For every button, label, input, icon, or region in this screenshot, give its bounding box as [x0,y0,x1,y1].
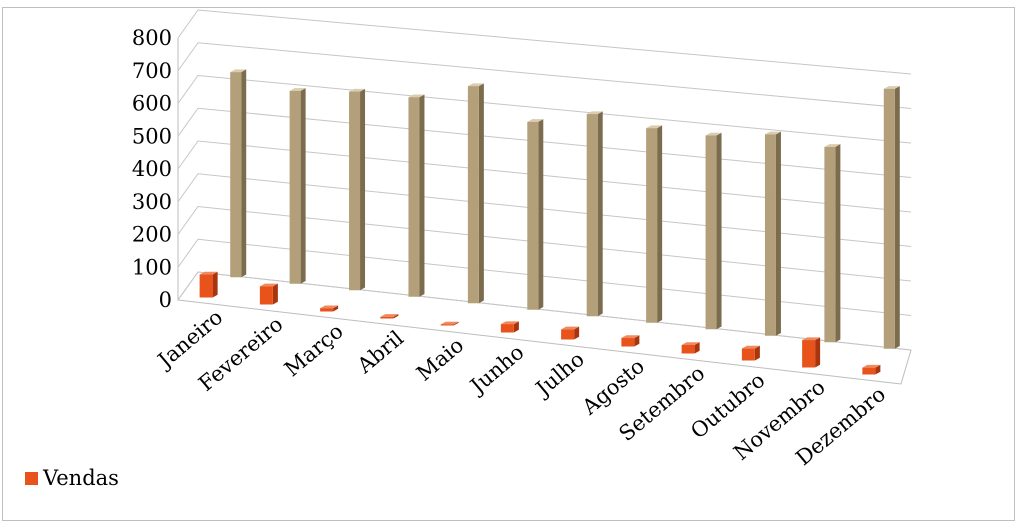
y-tick-label: 100 [132,255,172,279]
gridline [177,173,912,247]
bar-vendas [440,321,459,326]
y-tick-label: 300 [132,190,172,214]
bar-series-2 [527,119,544,310]
legend-swatch-vendas [25,471,38,485]
chart-walls [177,38,912,385]
category-label: Julho [530,347,589,402]
bar-series-2 [883,86,900,349]
category-label: Março [280,319,348,381]
bar-series-2 [586,111,603,317]
bar-vendas [500,321,519,333]
chart-frame: 0 100 200 300 400 500 600 700 800 Janeiro Feverei… [2,7,1015,521]
bar-series-2 [764,131,781,336]
y-tick-label: 0 [159,288,172,312]
y-tick-label: 800 [132,26,172,50]
y-tick-label: 600 [132,92,172,116]
y-tick-label: 700 [132,59,172,83]
category-label: Maio [412,333,468,386]
bar-vendas [802,337,821,368]
bar-vendas [862,364,881,375]
category-label: Junho [464,340,528,399]
bar-series-2 [646,125,663,323]
bar-series-2 [408,94,425,297]
bar-series-2 [230,69,247,278]
legend: Vendas [25,466,119,490]
bar-vendas [320,305,339,312]
bar-vendas [259,283,278,305]
y-axis-tick-labels: 0 100 200 300 400 500 600 700 800 [132,26,172,312]
y-tick-label: 500 [132,124,172,148]
category-label: Abril [352,326,408,379]
y-tick-label: 200 [132,223,172,247]
bar-vendas [380,314,399,319]
y-tick-label: 400 [132,157,172,181]
gridline [177,74,912,144]
bar-vendas [681,342,700,354]
gridlines [177,9,912,351]
gridline [177,140,912,213]
bars [199,69,900,375]
gridline [177,205,912,282]
bar-vendas [741,345,760,361]
gridline [177,271,912,351]
bar-series-2 [467,83,484,304]
gridline [177,42,912,109]
bar-series-2 [705,132,722,330]
gridline [177,238,912,316]
bar-vendas [621,335,640,347]
bar-vendas [199,271,218,298]
bar-vendas [561,326,580,340]
bar-series-2 [289,88,306,284]
gridline [177,9,912,75]
gridline [177,107,912,178]
legend-label-vendas: Vendas [43,466,119,490]
bar-series-2 [824,144,841,343]
bar-series-2 [349,88,366,291]
